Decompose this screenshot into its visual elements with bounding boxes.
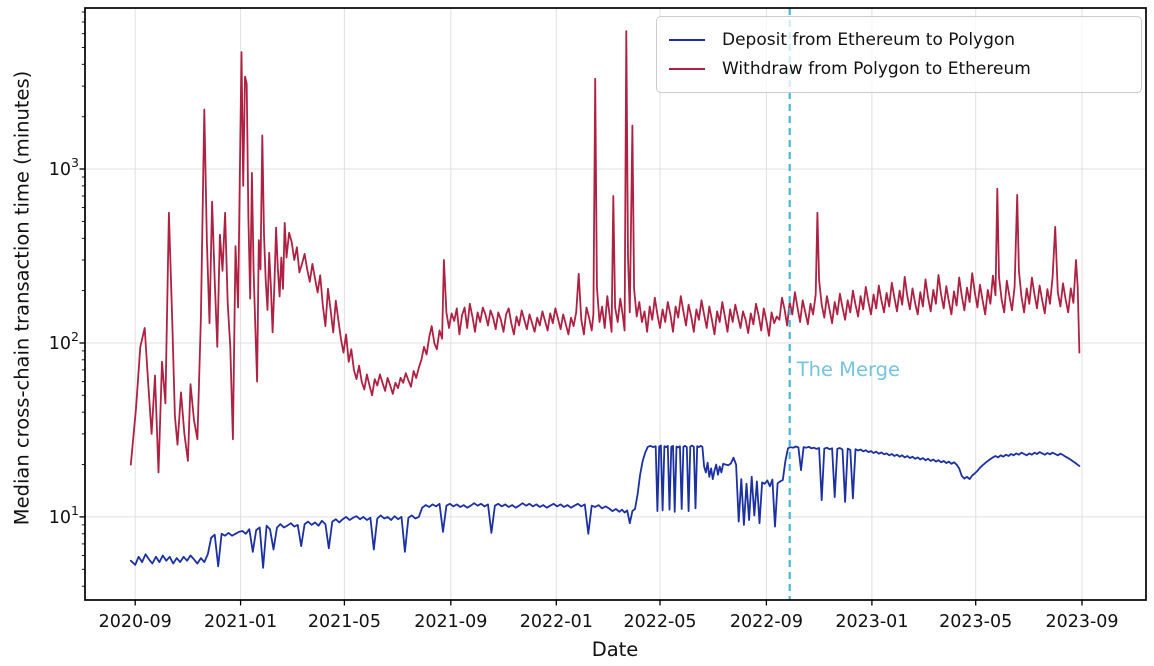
y-tick-label: 102 [49,329,79,354]
y-tick-label: 103 [49,155,79,180]
x-tick-label: 2022-01 [520,612,593,632]
series-line-withdraw [129,30,1081,474]
legend-label-deposit: Deposit from Ethereum to Polygon [722,30,1016,50]
x-tick-label: 2022-09 [730,612,803,632]
x-tick-label: 2023-01 [835,612,908,632]
x-tick-label: 2020-09 [99,612,172,632]
legend-line-withdraw-icon [669,67,705,71]
x-tick-label: 2023-05 [939,612,1012,632]
x-tick-label: 2023-09 [1045,612,1118,632]
plot-border [84,7,1147,601]
merge-annotation: The Merge [796,358,901,381]
series-line-deposit [129,444,1081,569]
x-tick-label: 2021-09 [414,612,487,632]
x-axis-label: Date [591,638,639,661]
y-tick-label: 101 [49,503,79,528]
legend: Deposit from Ethereum to Polygon Withdra… [656,16,1142,93]
legend-line-deposit-icon [669,38,705,42]
x-tick-label: 2021-01 [204,612,277,632]
legend-label-withdraw: Withdraw from Polygon to Ethereum [722,59,1031,79]
x-tick-label: 2022-05 [623,612,696,632]
legend-item-withdraw: Withdraw from Polygon to Ethereum [669,59,1129,79]
y-axis-label: Median cross-chain transaction time (min… [10,70,34,526]
x-tick-label: 2021-05 [308,612,381,632]
legend-item-deposit: Deposit from Ethereum to Polygon [669,30,1129,50]
